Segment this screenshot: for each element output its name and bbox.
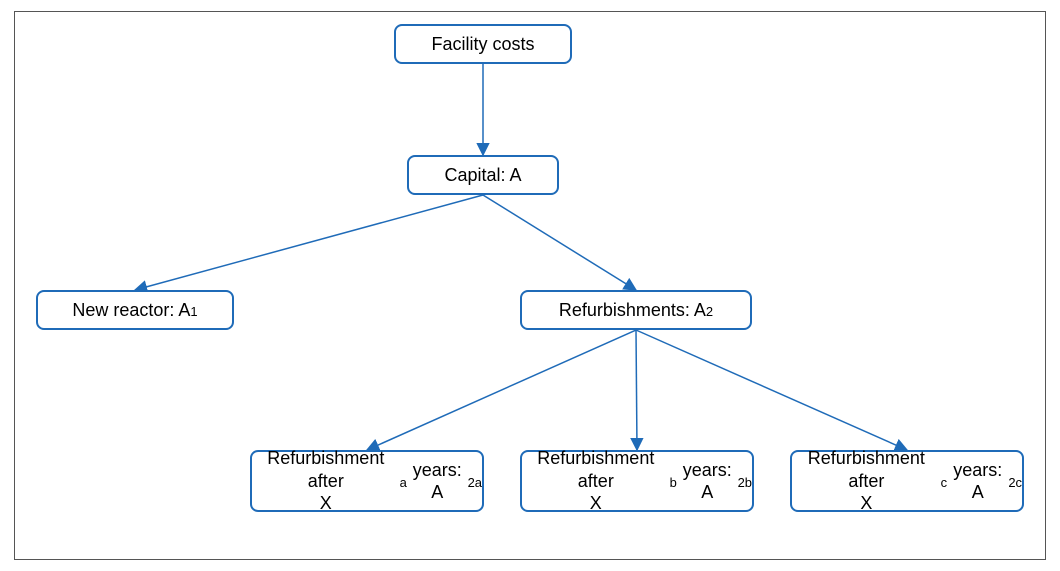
node-root: Facility costs: [394, 24, 572, 64]
node-capA: Capital: A: [407, 155, 559, 195]
node-a2b: Refurbishment afterXb years: A2b: [520, 450, 754, 512]
node-a2: Refurbishments: A2: [520, 290, 752, 330]
node-a2a: Refurbishment afterXa years: A2a: [250, 450, 484, 512]
node-a1: New reactor: A1: [36, 290, 234, 330]
diagram-canvas: Facility costs Capital: A New reactor: A1 R…: [0, 0, 1060, 571]
node-a2c: Refurbishment afterXc years: A2c: [790, 450, 1024, 512]
